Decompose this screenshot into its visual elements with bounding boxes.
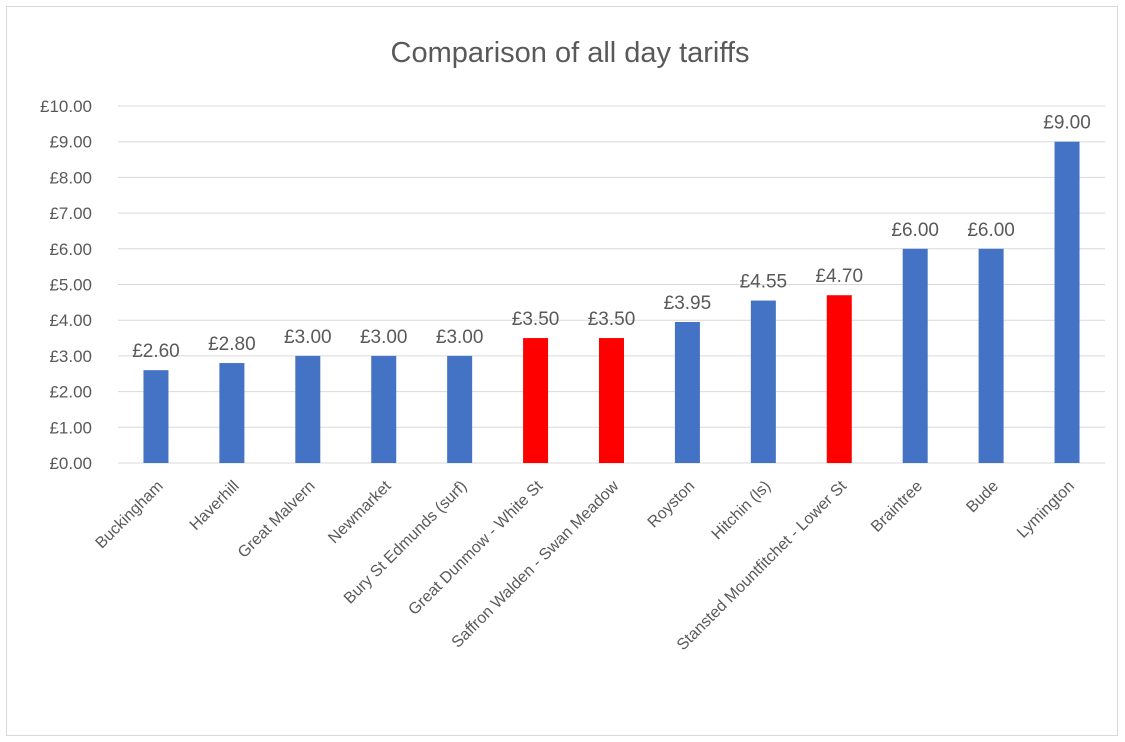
data-label: £6.00 (891, 220, 939, 241)
bar (295, 355, 321, 463)
y-tick-label: £2.00 (49, 383, 92, 402)
x-tick-label: Buckingham (93, 478, 167, 552)
y-tick-label: £4.00 (49, 311, 92, 330)
y-tick-label: £5.00 (49, 276, 92, 295)
x-tick-label: Great Dunmow - White St (405, 477, 546, 618)
data-label: £3.00 (284, 327, 332, 348)
x-tick-label: Bury St Edmunds (surf) (341, 478, 471, 608)
bar (674, 321, 700, 463)
gridlines (118, 105, 1105, 464)
y-tick-label: £3.00 (49, 347, 92, 366)
bar (599, 338, 624, 463)
bar (1054, 141, 1080, 463)
y-tick-label: £8.00 (49, 168, 92, 187)
y-tick-label: £7.00 (49, 204, 92, 223)
data-label: £9.00 (1043, 113, 1091, 134)
x-tick-label: Braintree (868, 478, 926, 536)
data-label: £3.00 (360, 327, 408, 348)
x-tick-label: Hitchin (ls) (709, 478, 774, 543)
y-axis-ticks: £0.00 £1.00 £2.00 £3.00 £4.00 £5.00 £6.00 £7.00… (40, 97, 92, 473)
data-label: £3.50 (588, 309, 636, 330)
x-tick-label: Saffron Walden - Swan Meadow (449, 477, 623, 651)
bar (978, 248, 1004, 463)
chart-frame (6, 6, 1118, 736)
y-tick-label: £1.00 (49, 418, 92, 437)
chart-title: Comparison of all day tariffs (391, 37, 750, 69)
x-tick-label: Lymington (1014, 478, 1078, 542)
bar (750, 300, 776, 463)
data-label: £2.80 (208, 334, 256, 355)
bar (219, 363, 245, 463)
x-tick-label: Stansted Mountfitchet - Lower St (674, 477, 851, 654)
bar (447, 355, 473, 463)
bars (143, 141, 1080, 463)
data-label: £4.55 (740, 272, 788, 293)
data-label: £2.60 (132, 341, 180, 362)
bar (523, 338, 549, 463)
bar (143, 370, 169, 463)
bar (371, 355, 397, 463)
data-label: £4.70 (815, 266, 863, 287)
x-tick-label: Haverhill (187, 478, 243, 534)
data-label: £3.95 (664, 293, 712, 314)
x-tick-label: Great Malvern (235, 478, 319, 562)
y-tick-label: £10.00 (40, 97, 92, 116)
bar (902, 248, 928, 463)
y-tick-label: £0.00 (49, 454, 92, 473)
data-label: £6.00 (967, 220, 1015, 241)
x-tick-label: Bude (963, 478, 1002, 517)
x-tick-label: Royston (645, 478, 699, 532)
data-label: £3.00 (436, 327, 484, 348)
y-tick-label: £9.00 (49, 133, 92, 152)
x-tick-label: Newmarket (325, 477, 395, 547)
bar (826, 295, 852, 463)
data-label: £3.50 (512, 309, 560, 330)
y-tick-label: £6.00 (49, 240, 92, 259)
data-labels: £2.60 £2.80 £3.00 £3.00 £3.00 £3.50 £3.50 £3.95… (132, 113, 1091, 362)
